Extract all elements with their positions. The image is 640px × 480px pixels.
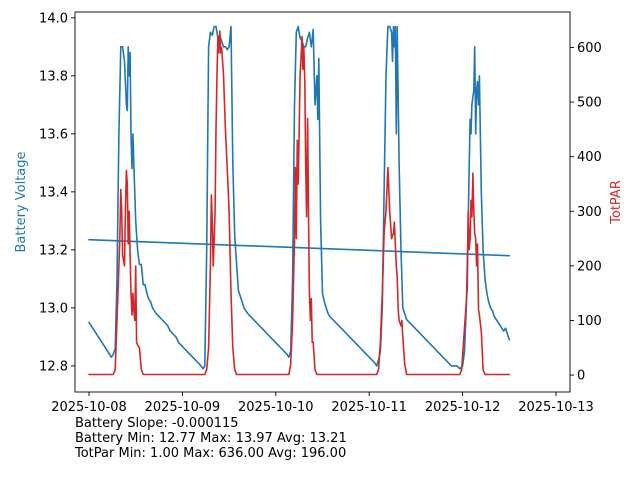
series-line-totpar	[88, 30, 511, 376]
x-tick-label: 2025-10-08	[51, 400, 127, 415]
y-right-tick-label: 400	[577, 150, 602, 165]
battery-slope-text: Battery Slope: -0.000115	[75, 416, 239, 431]
y-left-tick-label: 13.6	[39, 127, 68, 142]
series-layer	[88, 25, 511, 376]
y-left-tick-label: 12.8	[39, 359, 68, 374]
y-left-tick-label: 14.0	[39, 11, 68, 26]
y-right-tick-label: 500	[577, 96, 602, 111]
x-tick-label: 2025-10-12	[425, 400, 501, 415]
y-left-tick-label: 13.8	[39, 69, 68, 84]
series-line-battery-slope	[88, 238, 511, 257]
left-axis-title: Battery Voltage	[14, 151, 29, 252]
totpar-range-text: TotPar Min: 1.00 Max: 636.00 Avg: 196.00	[75, 446, 347, 461]
series-line-battery-voltage	[88, 25, 511, 370]
y-left-tick-label: 13.2	[39, 243, 68, 258]
y-left-tick-label: 13.4	[39, 185, 68, 200]
x-tick-label: 2025-10-11	[331, 400, 407, 415]
x-tick-label: 2025-10-13	[518, 400, 594, 415]
y-left-tick-label: 13.0	[39, 301, 68, 316]
axes-layer: 2025-10-08 2025-10-09 2025-10-10 2025-10-11…	[14, 11, 624, 415]
x-tick-label: 2025-10-09	[145, 400, 221, 415]
plot-area	[74, 11, 571, 393]
x-tick-label: 2025-10-10	[238, 400, 314, 415]
y-right-tick-label: 300	[577, 205, 602, 220]
stats-block: Battery Slope: -0.000115 Battery Min: 12…	[75, 416, 347, 461]
plot-frame	[74, 11, 571, 393]
battery-range-text: Battery Min: 12.77 Max: 13.97 Avg: 13.21	[75, 431, 347, 446]
y-right-tick-label: 600	[577, 41, 602, 56]
y-right-tick-label: 0	[577, 369, 585, 384]
y-right-tick-label: 200	[577, 259, 602, 274]
y-right-tick-label: 100	[577, 314, 602, 329]
right-axis-title: TotPAR	[609, 180, 624, 225]
